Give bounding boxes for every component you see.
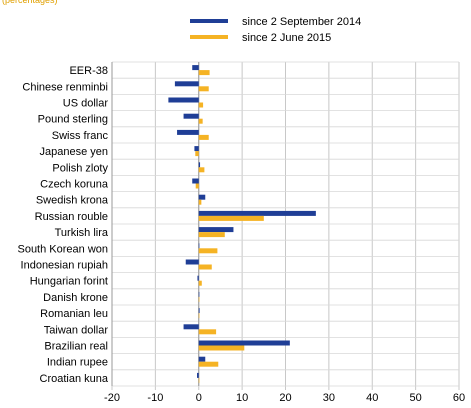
category-label-11: South Korean won — [17, 243, 108, 255]
category-label-15: Romanian leu — [40, 308, 108, 320]
header-link: (percentages) — [2, 0, 58, 5]
bar-series2-2 — [198, 102, 204, 108]
x-tick-label-1: -10 — [147, 392, 163, 404]
bar-series1-3 — [183, 113, 199, 119]
category-label-17: Brazilian real — [44, 341, 108, 353]
bar-series2-8 — [198, 199, 202, 205]
bar-series1-16 — [183, 324, 199, 330]
legend-label-1: since 2 June 2015 — [242, 32, 331, 44]
category-label-1: Chinese renminbi — [22, 81, 108, 93]
bar-series2-10 — [198, 232, 225, 238]
x-tick-label-8: 60 — [453, 392, 465, 404]
bar-series1-2 — [168, 97, 199, 103]
bar-series1-13 — [197, 275, 199, 281]
bar-series2-1 — [198, 86, 209, 92]
legend-label-0: since 2 September 2014 — [242, 16, 361, 28]
bar-series1-17 — [198, 340, 290, 346]
bar-series2-11 — [198, 248, 218, 254]
bar-series1-9 — [198, 210, 316, 216]
bar-series2-17 — [198, 345, 245, 351]
category-label-4: Swiss franc — [52, 130, 109, 142]
bar-series1-0 — [192, 65, 199, 71]
bar-series1-12 — [185, 259, 199, 265]
category-label-14: Danish krone — [43, 292, 108, 304]
bar-series2-16 — [198, 329, 217, 335]
bar-series2-3 — [198, 118, 203, 124]
bar-series1-6 — [198, 162, 201, 168]
category-label-7: Czech koruna — [40, 179, 109, 191]
bar-series1-14 — [198, 291, 200, 297]
bar-series1-18 — [198, 356, 206, 362]
bar-series2-9 — [198, 215, 264, 221]
bar-series1-15 — [198, 308, 200, 314]
bar-series1-11 — [198, 243, 200, 249]
bar-series1-8 — [198, 194, 206, 200]
category-label-5: Japanese yen — [40, 146, 109, 158]
bar-series2-0 — [198, 70, 210, 76]
x-tick-label-2: 0 — [196, 392, 202, 404]
bar-series2-12 — [198, 264, 212, 270]
bar-series2-19 — [198, 377, 200, 383]
category-label-0: EER-38 — [69, 65, 108, 77]
bar-series2-15 — [198, 313, 200, 319]
bar-series1-4 — [177, 129, 199, 135]
x-tick-label-0: -20 — [104, 392, 120, 404]
x-tick-label-4: 20 — [279, 392, 291, 404]
category-label-9: Russian rouble — [35, 211, 108, 223]
bar-series2-6 — [198, 167, 205, 173]
category-label-16: Taiwan dollar — [44, 324, 109, 336]
bar-series2-4 — [198, 134, 209, 140]
bar-series1-5 — [194, 146, 199, 152]
category-label-18: Indian rupee — [47, 357, 108, 369]
category-label-3: Pound sterling — [38, 114, 108, 126]
category-label-6: Polish zloty — [52, 162, 108, 174]
category-label-2: US dollar — [63, 98, 109, 110]
bar-series2-18 — [198, 361, 219, 367]
bar-series1-19 — [197, 372, 199, 378]
x-tick-label-7: 50 — [410, 392, 422, 404]
bar-series2-7 — [195, 183, 199, 189]
x-tick-label-6: 40 — [366, 392, 378, 404]
category-label-10: Turkish lira — [55, 227, 109, 239]
x-tick-label-5: 30 — [323, 392, 335, 404]
bar-series2-14 — [198, 296, 200, 302]
category-label-12: Indonesian rupiah — [21, 260, 108, 272]
bar-series2-13 — [198, 280, 202, 286]
bar-series1-10 — [198, 227, 234, 233]
bar-series1-1 — [174, 81, 199, 87]
bar-series2-5 — [195, 151, 199, 157]
category-label-8: Swedish krona — [36, 195, 109, 207]
bar-series1-7 — [192, 178, 199, 184]
category-label-13: Hungarian forint — [30, 276, 108, 288]
x-tick-label-3: 10 — [236, 392, 248, 404]
category-label-19: Croatian kuna — [40, 373, 109, 385]
